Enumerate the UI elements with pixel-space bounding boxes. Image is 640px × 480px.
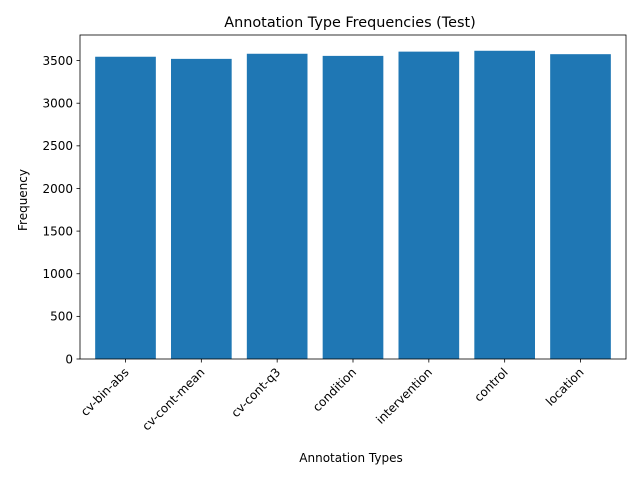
y-tick-label-2500: 2500	[42, 139, 73, 153]
y-tick-label-3500: 3500	[42, 54, 73, 68]
y-tick-label-3000: 3000	[42, 97, 73, 111]
y-tick-label-1500: 1500	[42, 224, 73, 238]
x-tick-label-control: control	[471, 365, 510, 404]
y-tick-label-500: 500	[50, 310, 73, 324]
y-tick-label-2000: 2000	[42, 182, 73, 196]
bar-cv-bin-abs	[95, 56, 156, 360]
y-axis-label: Frequency	[16, 169, 30, 231]
y-tick-label-0: 0	[65, 352, 73, 366]
bar-location	[550, 54, 611, 360]
x-tick-label-cv-bin-abs: cv-bin-abs	[78, 365, 132, 419]
x-tick-label-cv-cont-mean: cv-cont-mean	[139, 365, 207, 433]
x-axis-label: Annotation Types	[299, 451, 402, 465]
bar-condition	[322, 55, 384, 359]
x-tick-label-condition: condition	[310, 365, 359, 414]
x-tick-label-cv-cont-q3: cv-cont-q3	[228, 365, 283, 420]
chart-title: Annotation Type Frequencies (Test)	[224, 15, 475, 31]
bar-cv-cont-mean	[171, 58, 232, 360]
y-tick-label-1000: 1000	[42, 267, 73, 281]
bar-cv-cont-q3	[246, 53, 308, 359]
x-tick-label-intervention: intervention	[373, 365, 435, 427]
bar-intervention	[398, 51, 460, 359]
x-tick-label-location: location	[543, 365, 587, 409]
bar-control	[474, 50, 535, 360]
